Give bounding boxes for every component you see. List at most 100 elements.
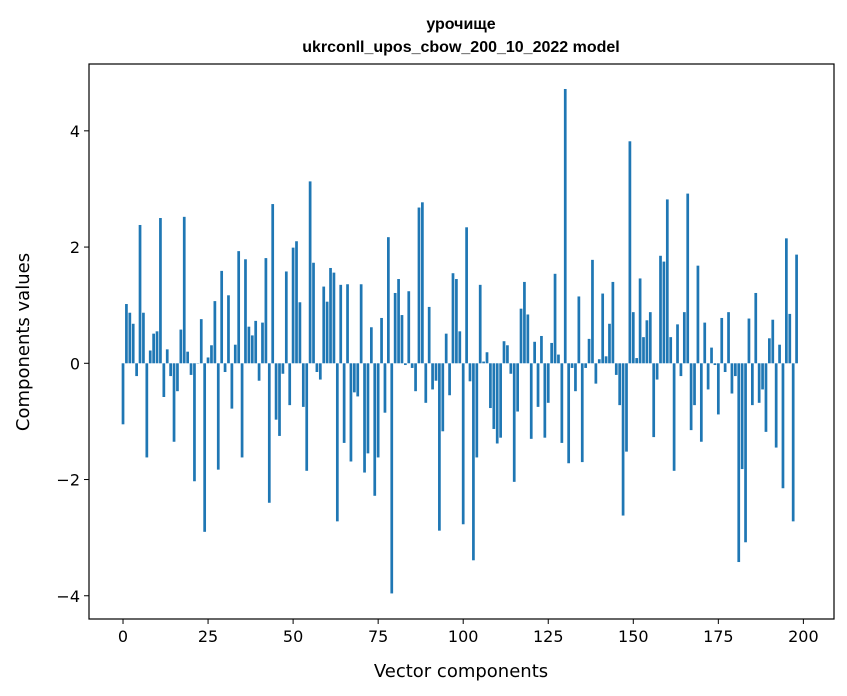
bar <box>230 363 234 409</box>
bar <box>512 363 516 482</box>
bar <box>665 199 669 364</box>
bar <box>220 270 224 364</box>
bar <box>604 356 608 364</box>
bar <box>444 333 448 364</box>
bar <box>614 363 618 375</box>
bar <box>475 363 479 458</box>
bar <box>352 363 356 393</box>
x-tick-label: 50 <box>283 627 303 646</box>
bar <box>509 363 513 374</box>
bar <box>716 363 720 415</box>
bar <box>203 363 207 532</box>
bar <box>295 241 298 364</box>
bar <box>125 304 128 364</box>
bar <box>121 363 125 425</box>
bar <box>233 344 237 364</box>
bar <box>380 317 383 364</box>
bar <box>597 359 601 364</box>
bar <box>577 296 581 364</box>
bar <box>747 318 751 364</box>
x-tick-label: 150 <box>618 627 649 646</box>
bar <box>645 320 649 364</box>
bar <box>148 350 152 364</box>
bar <box>410 363 414 368</box>
bar <box>570 363 574 368</box>
chart-title-text: урочище <box>426 16 495 33</box>
bar <box>356 363 360 397</box>
bar <box>458 331 462 364</box>
bar <box>332 272 336 364</box>
bar <box>540 335 543 364</box>
y-axis-ticks: −4 −2 0 2 4 <box>56 122 89 606</box>
bar <box>240 363 244 458</box>
bar <box>152 333 155 364</box>
plot-area-frame <box>88 63 835 620</box>
bar <box>128 312 132 364</box>
bar <box>536 363 540 407</box>
bar <box>642 337 645 364</box>
bar <box>502 341 506 364</box>
bar <box>516 363 519 412</box>
bar <box>526 314 530 364</box>
bar <box>172 363 176 442</box>
bar <box>169 363 172 377</box>
bar <box>567 363 571 464</box>
bar <box>761 363 764 390</box>
bar <box>257 363 261 381</box>
bar <box>594 363 598 384</box>
bar <box>210 345 213 364</box>
bar <box>390 363 394 594</box>
bar <box>529 363 533 439</box>
bar <box>387 237 390 364</box>
bar <box>506 345 509 364</box>
bar <box>713 363 717 366</box>
bar <box>608 323 611 364</box>
bar <box>434 363 438 381</box>
bar <box>349 363 353 462</box>
x-axis-ticks: 0 25 50 75 100 125 150 175 200 <box>118 619 819 646</box>
bar <box>662 261 666 364</box>
bar <box>727 312 730 364</box>
bar <box>393 292 397 364</box>
bar <box>199 319 203 364</box>
bar <box>533 341 536 364</box>
bar <box>421 202 424 364</box>
bar <box>383 363 387 413</box>
bar <box>465 227 468 364</box>
bar <box>455 279 458 364</box>
bar <box>162 363 166 397</box>
bar <box>601 293 605 364</box>
bar <box>284 271 288 364</box>
bar <box>631 312 635 364</box>
bar <box>182 216 186 364</box>
bar <box>652 363 656 438</box>
y-tick-label: 4 <box>70 122 80 141</box>
y-tick-label: −4 <box>56 587 80 606</box>
bar <box>795 254 798 364</box>
chart-subtitle-text: ukrconll_upos_cbow_200_10_2022 model <box>302 39 619 56</box>
bar <box>247 326 251 364</box>
bar <box>159 218 162 364</box>
bar <box>264 258 268 364</box>
x-tick-label: 200 <box>788 627 819 646</box>
bar <box>723 363 727 373</box>
bar <box>710 347 713 364</box>
bar <box>638 278 642 364</box>
bar <box>495 363 499 444</box>
bar <box>189 363 193 375</box>
bar <box>369 327 373 364</box>
bar <box>788 313 792 364</box>
bar <box>227 295 230 364</box>
bar <box>774 363 778 448</box>
bar <box>676 324 679 364</box>
bar <box>424 363 428 403</box>
bar <box>468 363 472 382</box>
bar <box>686 193 690 364</box>
chart-title: урочище ukrconll_upos_cbow_200_10_2022 m… <box>302 16 619 56</box>
bar <box>404 363 407 366</box>
bar <box>557 354 560 364</box>
bar <box>785 238 788 364</box>
bar <box>560 363 564 443</box>
bar <box>553 273 557 364</box>
y-tick-label: 0 <box>70 354 80 373</box>
